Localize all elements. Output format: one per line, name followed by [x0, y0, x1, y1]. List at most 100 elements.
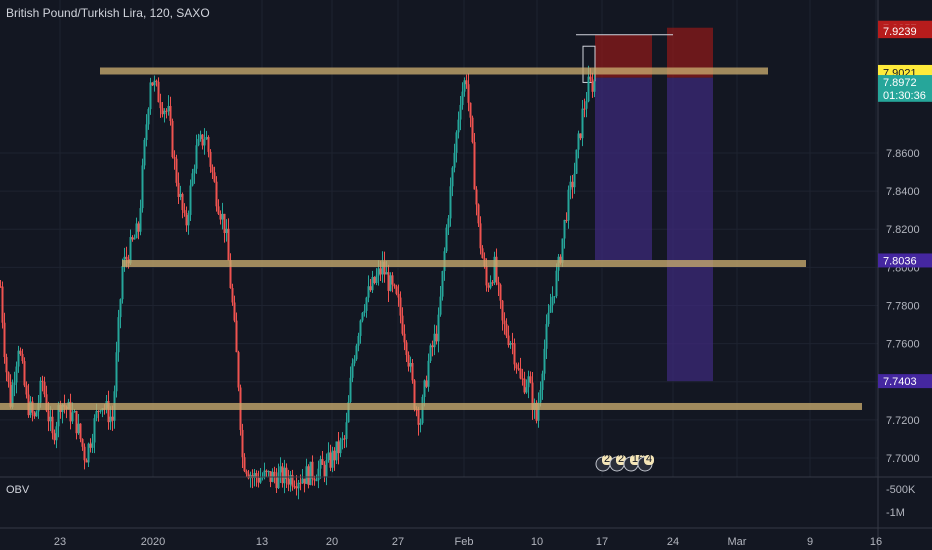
candle-body [99, 410, 102, 412]
candle-body [513, 343, 516, 365]
time-tick-label: 13 [256, 536, 268, 548]
candle-body [403, 333, 406, 343]
candle-body [311, 461, 314, 479]
candle-body [425, 380, 428, 387]
time-tick-label: 20 [326, 536, 338, 548]
time-tick-label: 9 [807, 536, 813, 548]
time-axis[interactable]: 23 2020 13 20 27 Feb 10 17 24 Mar 9 16 [0, 527, 932, 548]
candle-body [487, 285, 490, 288]
position-zones[interactable] [576, 27, 713, 382]
candle-body [495, 256, 498, 283]
candle-body [367, 286, 370, 298]
candle-body [117, 317, 120, 353]
candle-body [489, 282, 492, 288]
candle-body [523, 378, 526, 393]
obv-tick-label: -1M [886, 507, 905, 519]
event-badge-count-bg [602, 455, 612, 465]
candle-body [559, 256, 562, 263]
candle-body [381, 261, 384, 275]
candle-body [363, 310, 366, 313]
candle-body [445, 227, 448, 252]
candle-body [343, 438, 346, 440]
candle-body [45, 394, 48, 411]
level-lines[interactable] [0, 67, 862, 410]
candle-body [119, 299, 122, 318]
candle-body [587, 76, 590, 102]
event-badge-count: 2 [618, 453, 624, 465]
candle-body [281, 466, 284, 484]
candle-body [71, 412, 74, 422]
candle-body [163, 110, 166, 115]
candle-body [279, 466, 282, 473]
candle-body [159, 102, 162, 109]
candle-body [207, 137, 210, 152]
candle-body [289, 474, 292, 485]
candle-body [535, 402, 538, 421]
candle-body [449, 186, 452, 219]
price-label-bg [878, 24, 932, 39]
candle-body [3, 322, 6, 358]
candle-body [321, 459, 324, 465]
candle-body [49, 416, 52, 422]
candle-body [219, 213, 222, 220]
candle-body [337, 441, 340, 454]
candle-body [359, 320, 362, 336]
candle-body [507, 335, 510, 346]
candle-body [153, 80, 156, 86]
candle-body [575, 149, 578, 174]
candle-body [303, 478, 306, 484]
candle-body [171, 120, 174, 157]
candle-body [369, 286, 372, 291]
candle-body [301, 478, 304, 483]
candle-body [147, 109, 150, 125]
candle-body [157, 81, 160, 103]
candle-body [241, 429, 244, 458]
candle-body [23, 361, 26, 386]
candle-body [231, 288, 234, 303]
candle-body [529, 376, 532, 383]
candle-body [135, 223, 138, 239]
candle-body [593, 81, 596, 92]
candle-body [183, 210, 186, 213]
event-badge-count: 4 [646, 453, 652, 465]
candle-body [167, 105, 170, 112]
candle-body [585, 101, 588, 109]
candle-body [13, 382, 16, 386]
candle-body [373, 277, 376, 283]
candle-body [273, 471, 276, 478]
candle-body [173, 156, 176, 159]
candle-body [383, 261, 386, 275]
candle-body [133, 238, 136, 240]
candle-body [15, 366, 18, 383]
candle-body [93, 418, 96, 443]
candle-body [385, 272, 388, 275]
candle-body [35, 411, 38, 417]
candle-body [33, 412, 36, 417]
candle-body [145, 124, 148, 140]
candle-body [457, 119, 460, 133]
price-axis[interactable]: 7.70007.72007.74007.76007.78007.80007.82… [877, 0, 932, 550]
candle-body [451, 167, 454, 187]
price-label: 7.8972 [883, 77, 917, 89]
candle-body [549, 305, 552, 313]
time-tick-label: 24 [667, 536, 679, 548]
candle-body [357, 335, 360, 346]
time-tick-label: 17 [596, 536, 608, 548]
candle-body [217, 206, 220, 214]
candle-body [109, 416, 112, 423]
time-tick-label: 16 [870, 536, 882, 548]
event-badge-count-bg [616, 455, 626, 465]
candle-body [305, 466, 308, 484]
candle-body [111, 416, 114, 421]
event-badges[interactable]: 2 2 16 4 [595, 453, 654, 472]
candle-body [9, 381, 12, 407]
candle-body [491, 282, 494, 284]
candle-body [431, 345, 434, 348]
candle-body [589, 76, 592, 80]
candle-body [353, 359, 356, 364]
candle-body [57, 404, 60, 427]
candle-body [543, 348, 546, 374]
candle-body [355, 345, 358, 360]
candle-body [121, 266, 124, 300]
